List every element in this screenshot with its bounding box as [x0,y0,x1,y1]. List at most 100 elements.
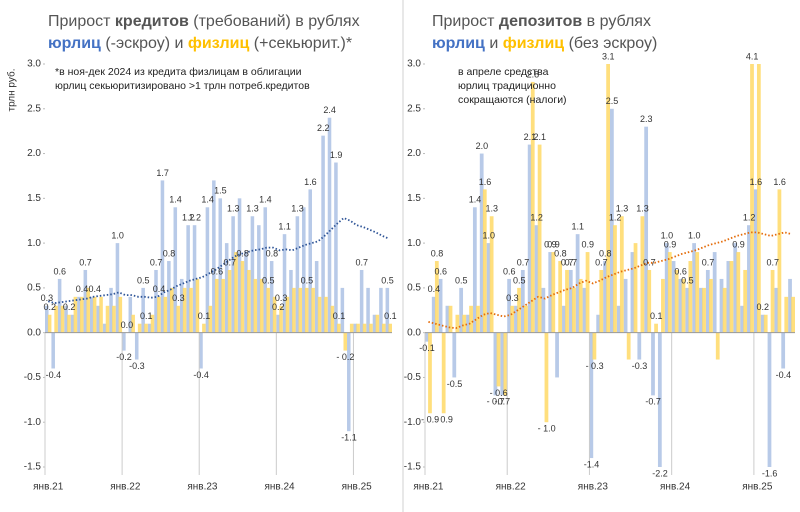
bar [247,269,251,333]
bar [269,261,274,333]
bar [510,305,515,333]
y-tick-label: 1.5 [27,193,41,204]
bar [51,332,55,369]
bar [169,287,174,333]
bar [544,332,549,423]
data-label: 0.3 [172,293,185,303]
bar [186,225,190,333]
data-label: 0.5 [381,275,394,285]
data-label: 0.1 [198,311,211,321]
data-label: 0.7 [766,257,779,267]
bar [83,269,88,333]
data-label: 0.8 [431,248,444,258]
bar [603,261,607,333]
data-label: 0.2 [63,302,76,312]
title-part: юрлиц [432,35,485,52]
bar [705,269,710,333]
data-label: - 0.9 [421,415,439,425]
data-label: 0.7 [150,257,163,267]
bar [729,261,734,333]
bar [134,332,139,360]
bar [610,108,614,333]
bar [445,305,450,333]
data-label: 1.4 [469,195,482,205]
bar [736,252,741,333]
y-tick-label: 2.0 [27,148,41,159]
bar [520,269,525,333]
bar [304,287,309,333]
chart-title: Прирост депозитов в рублях [432,13,651,30]
bar [208,305,213,333]
bar [388,323,392,333]
bar [214,278,219,333]
data-label: 0.2 [272,302,285,312]
bar [57,278,62,333]
x-tick-label: янв.24 [264,482,295,493]
bar [295,216,300,333]
bar [763,314,768,333]
bar [240,261,245,333]
bar [671,261,676,333]
data-label: 0.7 [561,257,574,267]
title-part: Прирост [432,13,499,30]
bar [347,332,351,432]
data-label: 0.8 [266,248,279,258]
x-tick-label: янв.22 [496,482,527,493]
data-label: 1.4 [259,195,272,205]
data-label: -0.7 [495,397,511,407]
bar [102,323,107,333]
bar [298,287,303,333]
bar [330,305,335,333]
y-tick-label: -1.5 [404,462,422,473]
bar [747,225,751,333]
title-part: (-эскроу) и [101,35,188,52]
data-label: 0.5 [137,275,150,285]
data-label: 1.2 [530,213,543,223]
chart: Прирост кредитов (требований) в рублях юр… [6,13,397,492]
data-label: -0.7 [645,397,661,407]
data-label: 0.5 [513,275,526,285]
data-label: 0.1 [384,311,397,321]
bar [623,278,628,333]
bar [527,144,532,333]
bar [192,225,197,333]
data-label: 0.5 [681,275,694,285]
data-label: 0.9 [544,239,557,249]
bar [455,314,460,333]
data-label: -1.6 [762,468,778,478]
bar [115,243,120,333]
y-axis-label: трлн руб. [6,68,18,111]
bar [626,332,631,360]
bar [613,225,617,333]
bar [182,287,187,333]
bar [282,234,287,333]
bar [128,296,133,333]
bar [596,314,601,333]
title-part: физлиц [188,35,250,52]
x-tick-label: янв.22 [110,482,141,493]
bar [633,243,638,333]
chart-title: юрлиц (-эскроу) и физлиц (+секьюрит.)* [48,35,352,52]
bar [375,314,380,333]
y-tick-label: -1.5 [24,462,42,473]
title-part: физлиц [503,35,565,52]
data-label: 0.3 [41,293,54,303]
data-label: 1.3 [616,204,629,214]
bar [654,323,658,333]
bar [661,278,665,333]
data-label: 1.1 [572,222,585,232]
title-part: депозитов [499,13,582,30]
data-label: 0.1 [140,311,153,321]
bar [163,296,168,333]
bar [476,305,480,333]
bar [340,287,345,333]
bar [719,278,724,333]
data-label: 0.8 [599,248,612,258]
bar [640,216,645,333]
data-label: -0.5 [447,379,463,389]
bar [431,296,436,333]
bars [45,117,392,432]
bar [575,234,580,333]
data-label: 1.0 [482,230,495,240]
bar [356,323,360,333]
